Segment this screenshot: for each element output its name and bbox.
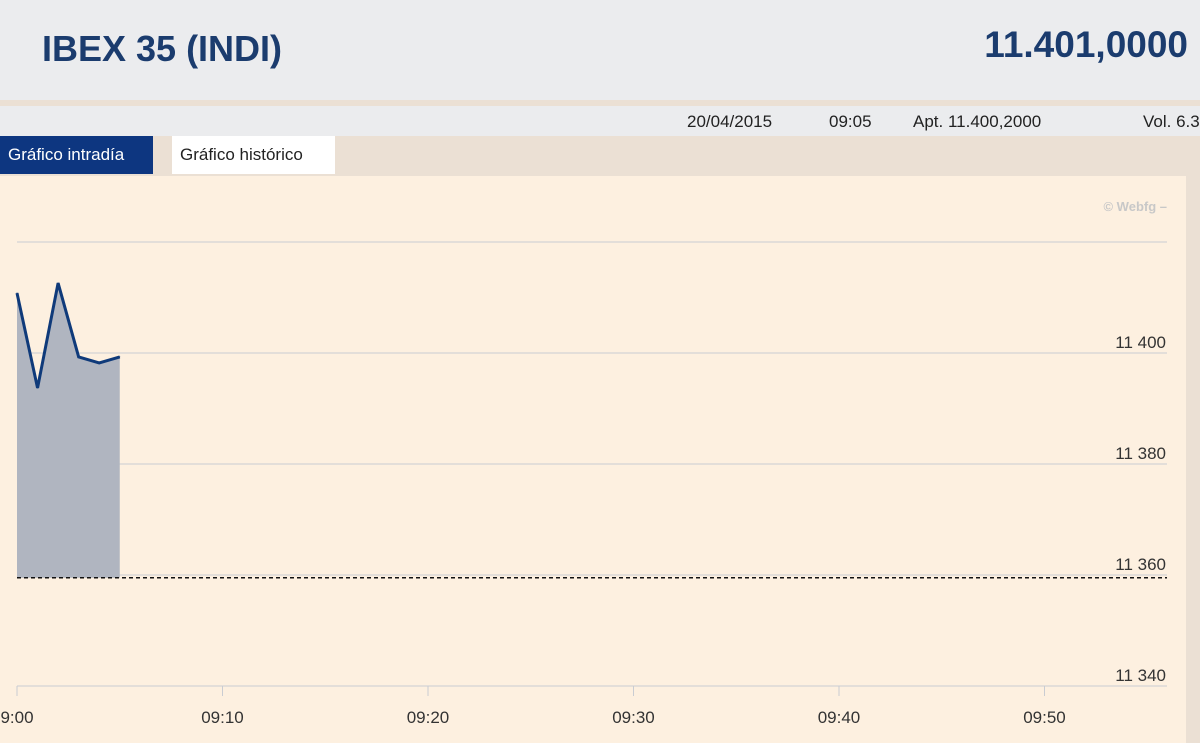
chart-svg: © Webfg – 11 340 11 360 11 380 11 400 9:00 09… xyxy=(0,199,1167,727)
quote-header: IBEX 35 (INDI) 11.401,0000 xyxy=(0,0,1200,100)
y-tick-label: 11 380 xyxy=(1115,444,1166,463)
open-price: Apt. 11.400,2000 xyxy=(913,112,1042,131)
x-tick-label: 09:50 xyxy=(1023,708,1066,727)
data-point xyxy=(78,356,80,358)
x-tick-label: 09:10 xyxy=(201,708,244,727)
data-point xyxy=(57,282,59,284)
tab-historical-chart[interactable]: Gráfico histórico xyxy=(172,136,335,174)
y-tick-label: 11 340 xyxy=(1115,666,1166,685)
x-tick-label: 09:30 xyxy=(612,708,655,727)
quote-info-bar: 20/04/2015 09:05 Apt. 11.400,2000 Vol. 6… xyxy=(0,106,1200,136)
instrument-title: IBEX 35 (INDI) xyxy=(42,28,283,69)
x-tick-label: 09:20 xyxy=(407,708,450,727)
quote-time: 09:05 xyxy=(829,112,872,131)
data-point xyxy=(16,292,18,294)
intraday-chart: © Webfg – 11 340 11 360 11 380 11 400 9:00 09… xyxy=(0,176,1186,743)
y-tick-label: 11 400 xyxy=(1115,333,1166,352)
watermark: © Webfg – xyxy=(1103,199,1167,214)
x-tick-label: 09:40 xyxy=(818,708,861,727)
data-point xyxy=(37,387,39,389)
tab-intraday-chart[interactable]: Gráfico intradía xyxy=(0,136,153,174)
data-point xyxy=(119,356,121,358)
volume: Vol. 6.3 xyxy=(1143,112,1200,131)
x-tick-label: 9:00 xyxy=(0,708,33,727)
area-fill xyxy=(17,283,120,578)
last-price: 11.401,0000 xyxy=(984,24,1188,65)
y-tick-label: 11 360 xyxy=(1115,555,1166,574)
price-line xyxy=(15,282,121,389)
quote-date: 20/04/2015 xyxy=(687,112,773,131)
data-point xyxy=(98,362,100,364)
